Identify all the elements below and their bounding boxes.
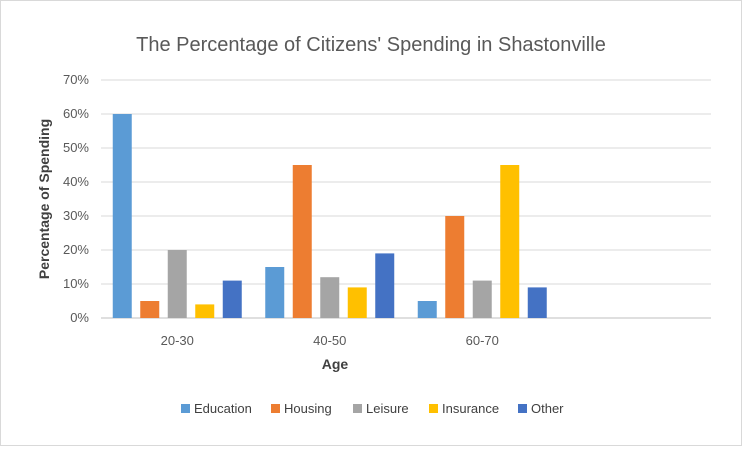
bars	[112, 114, 547, 318]
bar-housing-20-30	[140, 301, 160, 318]
y-tick-label: 30%	[63, 208, 89, 223]
legend: Education Housing Leisure Insurance Other	[181, 401, 564, 416]
x-tick-label: 40-50	[313, 333, 346, 348]
legend-swatch-housing	[271, 404, 280, 413]
bar-insurance-20-30	[195, 304, 215, 318]
y-tick-label: 20%	[63, 242, 89, 257]
x-axis-title: Age	[322, 356, 349, 372]
y-axis-ticks: 0% 10% 20% 30% 40% 50% 60% 70%	[63, 72, 89, 325]
bar-insurance-60-70	[500, 165, 520, 318]
legend-label-education: Education	[194, 401, 252, 416]
y-tick-label: 70%	[63, 72, 89, 87]
chart-title: The Percentage of Citizens' Spending in …	[136, 34, 606, 56]
y-tick-label: 10%	[63, 276, 89, 291]
y-tick-label: 40%	[63, 174, 89, 189]
bar-leisure-40-50	[320, 277, 340, 318]
x-tick-label: 20-30	[161, 333, 194, 348]
x-tick-label: 60-70	[466, 333, 499, 348]
legend-label-leisure: Leisure	[366, 401, 409, 416]
legend-label-other: Other	[531, 401, 564, 416]
bar-education-60-70	[417, 301, 437, 318]
legend-swatch-leisure	[353, 404, 362, 413]
legend-swatch-other	[518, 404, 527, 413]
bar-leisure-20-30	[167, 250, 187, 318]
bar-other-60-70	[527, 287, 547, 318]
bar-insurance-40-50	[347, 287, 367, 318]
bar-education-20-30	[112, 114, 132, 318]
y-tick-label: 60%	[63, 106, 89, 121]
bar-other-40-50	[375, 253, 395, 318]
bar-leisure-60-70	[472, 280, 492, 318]
bar-other-20-30	[222, 280, 242, 318]
legend-swatch-insurance	[429, 404, 438, 413]
bar-housing-60-70	[445, 216, 465, 318]
legend-label-insurance: Insurance	[442, 401, 499, 416]
y-tick-label: 50%	[63, 140, 89, 155]
bar-education-40-50	[265, 267, 285, 318]
gridlines	[101, 79, 711, 319]
legend-label-housing: Housing	[284, 401, 332, 416]
y-tick-label: 0%	[70, 310, 89, 325]
legend-swatch-education	[181, 404, 190, 413]
y-axis-title: Percentage of Spending	[36, 119, 52, 279]
x-axis-ticks: 20-30 40-50 60-70	[161, 333, 499, 348]
bar-housing-40-50	[292, 165, 312, 318]
